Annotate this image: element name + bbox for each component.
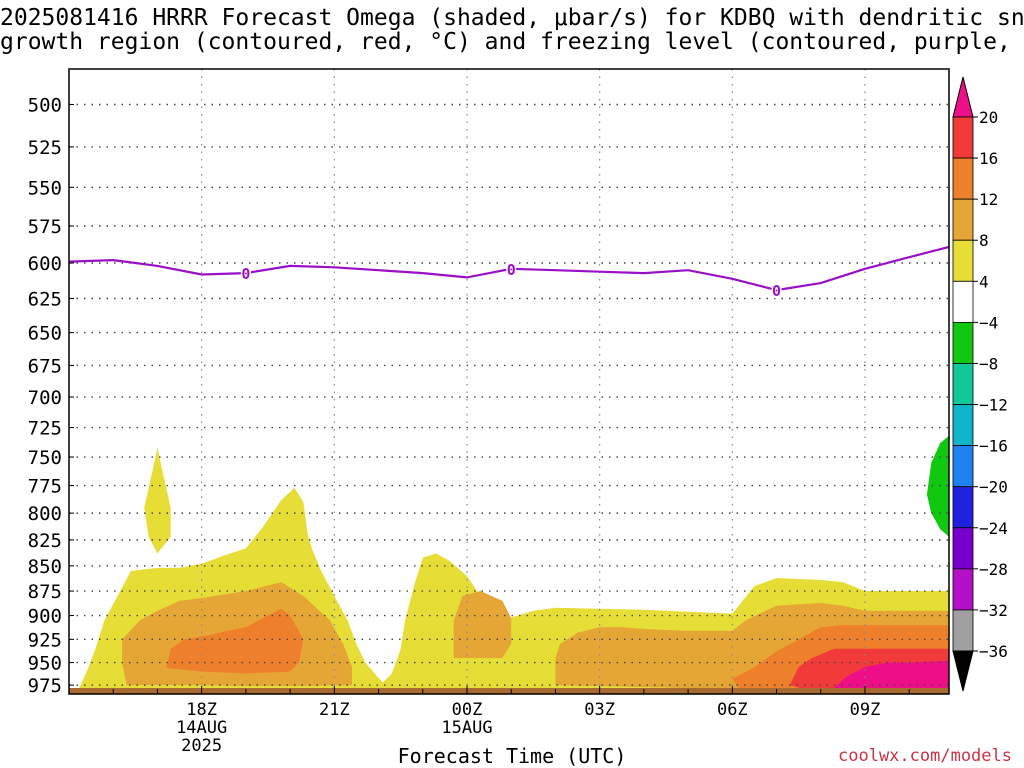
y-axis: 500 525 550 575 600 625 650 675 700 725 750 775 800 8… — [28, 94, 74, 697]
colorbar-label: 4 — [979, 272, 989, 291]
omega-region-pos8 — [453, 591, 512, 658]
y-tick-label: 800 — [28, 503, 62, 525]
colorbar-bin — [952, 486, 974, 529]
plot-frame — [68, 68, 950, 695]
x-tick-label: 2025 — [181, 736, 222, 756]
y-tick-label: 700 — [28, 387, 62, 409]
freezing-level-label: 0 — [772, 282, 781, 300]
colorbar-bin — [952, 116, 974, 159]
x-tick-label: 21Z — [319, 700, 350, 720]
omega-shading-layer — [77, 343, 950, 694]
x-axis-title: Forecast Time (UTC) — [397, 744, 627, 768]
colorbar-label: −12 — [979, 396, 1008, 415]
freezing-label-bg — [771, 282, 782, 299]
y-tick-label: 500 — [28, 94, 62, 116]
colorbar-bin — [952, 609, 974, 652]
y-tick-label: 825 — [28, 530, 62, 552]
x-tick-label: 09Z — [850, 700, 881, 720]
colorbar-label: 8 — [979, 231, 989, 250]
y-tick-label: 725 — [28, 418, 62, 440]
omega-region-pos20 — [834, 660, 949, 694]
colorbar-label: −28 — [979, 560, 1008, 579]
colorbar-bin — [952, 157, 974, 200]
y-tick-label: 900 — [28, 606, 62, 628]
x-tick-label: 14AUG — [176, 718, 227, 738]
y-tick-label: 925 — [28, 629, 62, 651]
y-tick-label: 875 — [28, 581, 62, 603]
x-tick-label: 03Z — [584, 700, 615, 720]
chart-title-line2: growth region (contoured, red, °C) and f… — [0, 29, 1024, 55]
y-tick-label: 850 — [28, 556, 62, 578]
omega-region-pos4 — [144, 447, 171, 554]
chart-title-line1: 2025081416 HRRR Forecast Omega (shaded, … — [0, 5, 1024, 31]
colorbar-bin — [952, 568, 974, 611]
freezing-label-bg — [506, 260, 517, 277]
omega-region-pos12 — [166, 608, 304, 674]
colorbar-bin-bottom — [952, 650, 974, 692]
colorbar-label: −8 — [979, 354, 998, 373]
y-tick-label: 650 — [28, 323, 62, 345]
freezing-level-label: 0 — [507, 261, 516, 279]
y-tick-label: 775 — [28, 476, 62, 498]
omega-region-neg4 — [776, 343, 949, 556]
y-tick-label: 675 — [28, 355, 62, 377]
colorbar-label: −36 — [979, 642, 1008, 661]
x-tick-label: 00Z — [452, 700, 483, 720]
freezing-level-layer: 0 0 0 — [68, 245, 950, 300]
colorbar-bin-top — [952, 76, 974, 118]
omega-region-neg4 — [511, 468, 529, 548]
colorbar-label: 12 — [979, 190, 998, 209]
ground-band — [69, 688, 949, 694]
y-tick-label: 600 — [28, 253, 62, 275]
colorbar-bin — [952, 239, 974, 282]
colorbar-label: 20 — [979, 108, 998, 127]
colorbar-bin — [952, 404, 974, 447]
y-tick-label: 625 — [28, 289, 62, 311]
colorbar-bin — [952, 280, 974, 323]
colorbar-label: −16 — [979, 437, 1008, 456]
colorbar-bin — [952, 445, 974, 488]
freezing-label-bg — [240, 265, 251, 282]
colorbar-label: 16 — [979, 149, 998, 168]
colorbar-label: −32 — [979, 601, 1008, 620]
credit-text: coolwx.com/models — [838, 746, 1012, 766]
colorbar-bin — [952, 321, 974, 364]
y-tick-label: 550 — [28, 177, 62, 199]
y-tick-label: 575 — [28, 216, 62, 238]
y-tick-label: 750 — [28, 447, 62, 469]
omega-region-neg8 — [926, 435, 949, 537]
x-tick-label: 06Z — [717, 700, 748, 720]
x-tick-label: 15AUG — [441, 718, 492, 738]
colorbar-label: −4 — [979, 313, 998, 332]
colorbar-label: −24 — [979, 519, 1008, 538]
colorbar: 20 16 12 8 4 −4 −8 −12 −16 −20 −24 −28 −32 −36 — [952, 76, 1008, 692]
x-tick-label: 18Z — [186, 700, 217, 720]
y-tick-label: 975 — [28, 675, 62, 697]
colorbar-label: −20 — [979, 478, 1008, 497]
colorbar-bin — [952, 363, 974, 405]
omega-region-neg4 — [723, 447, 773, 551]
freezing-level-label: 0 — [241, 265, 250, 283]
colorbar-bin — [952, 527, 974, 570]
colorbar-bin — [952, 198, 974, 241]
y-tick-label: 950 — [28, 653, 62, 675]
y-tick-label: 525 — [28, 137, 62, 159]
